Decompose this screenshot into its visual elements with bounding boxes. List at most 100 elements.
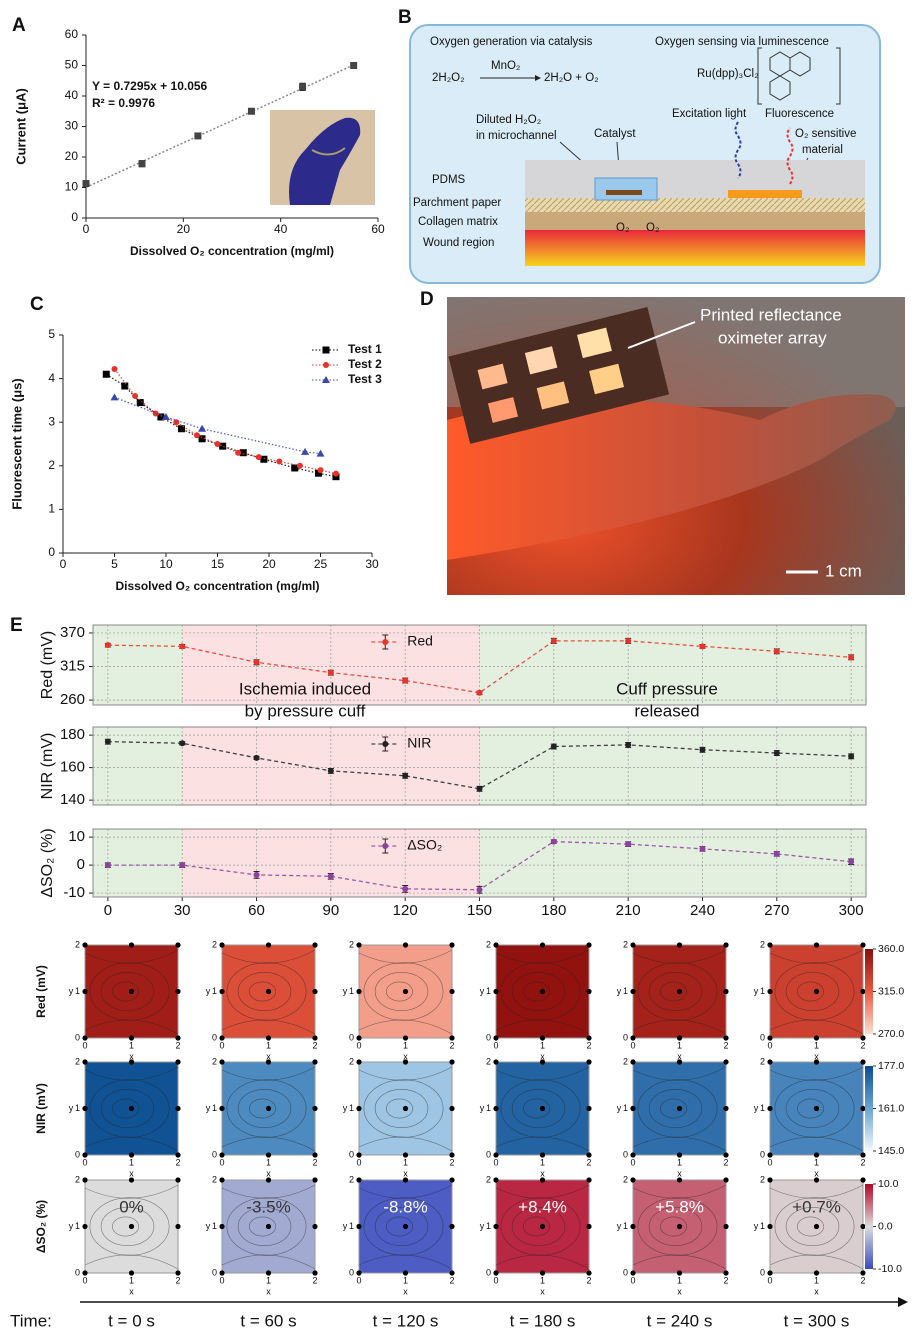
x-tick-label: 2 xyxy=(175,1275,180,1285)
x-tick-label: 1 xyxy=(266,1040,271,1050)
colorbar-label: 360.0 xyxy=(878,943,904,955)
y-tick-label: 1 xyxy=(349,1103,354,1113)
y-tick-label: 315 xyxy=(60,657,85,674)
sensor-dot xyxy=(630,1152,636,1158)
sensor-dot xyxy=(767,1152,773,1158)
sensor-dot xyxy=(767,1223,773,1230)
layer-collagen xyxy=(525,212,865,230)
y-tick-label: 0 xyxy=(71,210,78,224)
marker xyxy=(136,399,144,407)
sensor-dot xyxy=(219,1223,225,1230)
sensor-dot xyxy=(723,1177,729,1183)
contour xyxy=(511,1207,566,1247)
contour xyxy=(112,981,140,1002)
x-axis-label: x xyxy=(814,1168,819,1178)
y-tick-label: 2 xyxy=(623,1174,628,1184)
sensor-dot xyxy=(493,988,499,995)
sensor-dot xyxy=(175,1270,181,1276)
y-tick-label: 0 xyxy=(349,1032,354,1042)
time-column: t = 300 s xyxy=(784,1311,850,1330)
contour xyxy=(385,981,413,1002)
marker xyxy=(382,741,389,747)
excitation-label: Excitation light xyxy=(672,108,747,120)
shaded-region xyxy=(479,829,866,897)
sensor-dot xyxy=(449,942,455,948)
sensor-dot xyxy=(219,1270,225,1276)
x-tick-label: 1 xyxy=(403,1275,408,1285)
y-tick-label: 1 xyxy=(75,1103,80,1113)
series-line xyxy=(114,396,321,455)
y-tick-label: 0 xyxy=(486,1149,491,1159)
sensor-dot xyxy=(175,942,181,948)
sensor-dot xyxy=(586,1035,592,1041)
marker xyxy=(773,850,780,857)
marker xyxy=(382,639,389,645)
sensor-dot xyxy=(630,1223,636,1230)
sensor-dot xyxy=(813,942,820,948)
y-tick-label: 1 xyxy=(623,1103,628,1113)
marker xyxy=(198,435,206,443)
shaded-region xyxy=(479,625,866,705)
channel-label: Diluted H₂O₂ xyxy=(476,114,541,126)
contour xyxy=(659,981,687,1002)
marker xyxy=(235,449,242,456)
marker xyxy=(316,449,325,457)
x-tick-label: 20 xyxy=(262,557,276,571)
marker xyxy=(402,772,409,779)
contour xyxy=(112,1098,140,1119)
callout: Printed reflectance xyxy=(700,305,842,324)
sensor-dot xyxy=(356,1223,362,1230)
y-tick-label: 0 xyxy=(623,1032,628,1042)
y-tick-label: 0 xyxy=(349,1267,354,1277)
marker xyxy=(157,413,165,421)
y-tick-label: 1 xyxy=(760,986,765,996)
sensor-dot xyxy=(860,942,866,948)
y-axis-label: y xyxy=(480,1221,485,1231)
marker xyxy=(239,449,247,457)
marker xyxy=(332,473,340,481)
sensor-dot xyxy=(175,1177,181,1183)
y-tick-label: 1 xyxy=(349,1221,354,1231)
annotation: Cuff pressure xyxy=(616,679,718,698)
sensor-dot xyxy=(723,1105,729,1112)
sensor-strip xyxy=(728,190,802,198)
x-tick-label: 1 xyxy=(266,1157,271,1167)
sensor-dot xyxy=(449,988,455,995)
shaded-region xyxy=(93,625,183,705)
colorbar-label: 315.0 xyxy=(878,985,904,997)
sensor-dot xyxy=(82,1152,88,1158)
series-line xyxy=(113,368,337,475)
x-tick-label: 1 xyxy=(540,1275,545,1285)
marker xyxy=(111,366,118,373)
x-tick-label: 5 xyxy=(111,557,118,571)
contour xyxy=(785,971,840,1011)
sensor-dot xyxy=(813,1059,820,1065)
sensor-dot xyxy=(630,942,636,948)
marker xyxy=(550,743,557,750)
x-axis-label: x xyxy=(540,1168,545,1178)
sensor-dot xyxy=(449,1270,455,1276)
excitation-ray xyxy=(734,121,742,179)
marker xyxy=(848,858,855,865)
sensor-dot xyxy=(860,1105,866,1112)
x-tick-label: 150 xyxy=(467,902,492,919)
contour xyxy=(511,971,566,1011)
sensor-dot xyxy=(402,1177,409,1183)
marker xyxy=(317,467,324,474)
x-tick-label: 2 xyxy=(586,1040,591,1050)
x-tick-label: 0 xyxy=(767,1157,772,1167)
sensor-dot xyxy=(860,1035,866,1041)
annotation: released xyxy=(634,701,699,720)
x-tick-label: 0 xyxy=(82,1157,87,1167)
contour xyxy=(648,1089,703,1129)
marker xyxy=(301,447,310,455)
contour xyxy=(221,1184,316,1270)
x-tick-label: 2 xyxy=(449,1157,454,1167)
arrow-head xyxy=(535,75,541,81)
sensor-dot xyxy=(449,1035,455,1041)
contour xyxy=(774,962,855,1021)
marker xyxy=(253,754,260,761)
contour xyxy=(785,1089,840,1129)
contour xyxy=(495,1184,590,1270)
contour xyxy=(769,1066,864,1152)
